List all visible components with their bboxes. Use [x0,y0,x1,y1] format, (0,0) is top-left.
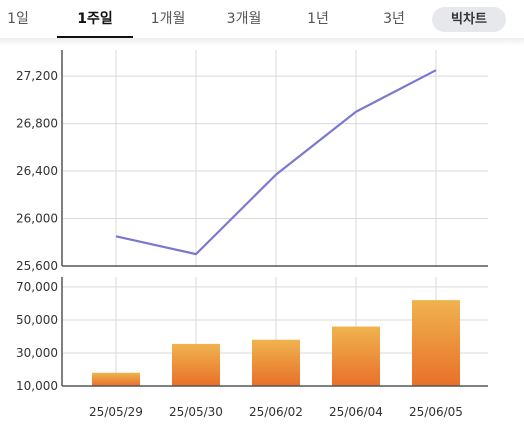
volume-tick-label: 10,000 [16,379,58,393]
date-tick-label: 25/06/04 [329,405,383,419]
tab-1[interactable]: 1일 [7,11,29,27]
period-tabs: 1일 1주일 1개월 3개월 1년 3년 [0,0,524,38]
price-tick-label: 26,400 [16,164,58,178]
date-tick-label: 25/06/02 [249,405,303,419]
date-tick-label: 25/05/29 [89,405,143,419]
price-line-chart: 25,600 26,000 26,400 26,800 27,200 [16,50,488,273]
date-tick-label: 25/05/30 [169,405,223,419]
tab-3[interactable]: 1개월 [150,11,186,27]
volume-tick-label: 50,000 [16,313,58,327]
tab-2[interactable]: 1주일 [77,11,113,27]
tab-5[interactable]: 1년 [307,11,329,27]
volume-bar [412,300,460,386]
price-series-line [115,69,437,256]
active-tab-underline [57,36,133,38]
tab-bar-shadow [0,38,524,46]
date-tick-label: 25/06/05 [409,405,463,419]
tab-4[interactable]: 3개월 [226,11,262,27]
price-tick-label: 25,600 [16,259,58,273]
tab-6[interactable]: 3년 [383,11,405,27]
volume-tick-label: 70,000 [16,280,58,294]
volume-tick-label: 30,000 [16,346,58,360]
volume-bar [252,339,300,386]
big-chart-button[interactable]: 빅차트 [432,7,506,32]
price-tick-label: 26,800 [16,117,58,131]
volume-bar [332,326,380,386]
volume-bar [92,372,140,386]
date-axis: 25/05/29 25/05/30 25/06/02 25/06/04 25/06/05 [89,405,463,419]
price-tick-label: 26,000 [16,212,58,226]
price-tick-label: 27,200 [16,69,58,83]
volume-bar [172,343,220,386]
volume-bar-chart: 10,000 30,000 50,000 70,000 [16,277,488,393]
period-tab-bar: 1일 1주일 1개월 3개월 1년 3년 빅차트 [0,0,524,46]
